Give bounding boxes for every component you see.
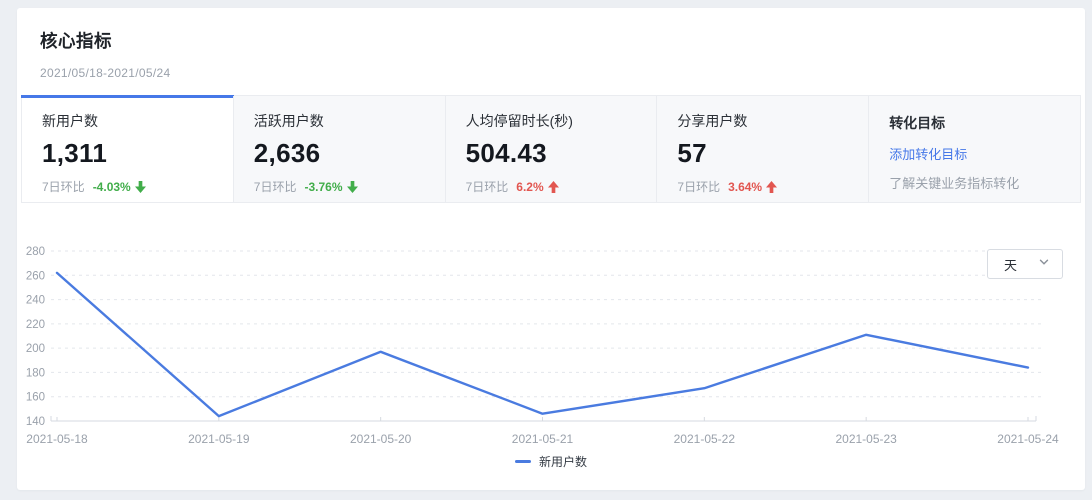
period-selected-value: 天 — [1004, 257, 1018, 273]
metric-value: 504.43 — [465, 138, 547, 168]
date-range: 2021/05/18-2021/05/24 — [40, 66, 171, 80]
period-select[interactable]: 天 — [987, 249, 1063, 279]
metric-value: 57 — [677, 138, 707, 168]
metric-change: 7日环比 -3.76% — [254, 178, 425, 195]
svg-text:2021-05-21: 2021-05-21 — [512, 432, 574, 446]
svg-text:2021-05-23: 2021-05-23 — [835, 432, 897, 446]
change-percent: 3.64% — [728, 179, 763, 194]
goal-title: 转化目标 — [889, 115, 946, 131]
add-conversion-goal-link[interactable]: 添加转化目标 — [889, 147, 968, 162]
metric-value: 2,636 — [253, 138, 321, 168]
metric-change: 7日环比 3.64% — [677, 178, 848, 195]
metric-label: 人均停留时长(秒) — [465, 113, 573, 129]
core-metrics-panel: 核心指标 2021/05/18-2021/05/24 新用户数 1,311 7日… — [17, 8, 1085, 490]
change-percent: -3.76% — [304, 179, 343, 194]
metric-card-new-users[interactable]: 新用户数 1,311 7日环比 -4.03% — [21, 95, 234, 202]
svg-text:280: 280 — [26, 246, 45, 258]
trend-down-icon — [346, 180, 358, 193]
svg-text:2021-05-20: 2021-05-20 — [350, 432, 412, 446]
svg-text:240: 240 — [26, 295, 45, 307]
metric-change: 7日环比 6.2% — [466, 178, 637, 195]
change-percent: -4.03% — [92, 179, 131, 194]
metric-card-avg-stay-duration[interactable]: 人均停留时长(秒) 504.43 7日环比 6.2% — [444, 96, 657, 202]
metric-card-active-users[interactable]: 活跃用户数 2,636 7日环比 -3.76% — [232, 96, 445, 202]
legend-item-new-users[interactable]: 新用户数 — [21, 453, 1081, 470]
goal-hint: 了解关键业务指标转化 — [889, 176, 1020, 191]
svg-text:200: 200 — [26, 343, 45, 355]
trend-up-icon — [766, 180, 778, 193]
svg-text:260: 260 — [26, 270, 45, 282]
metric-cards-row: 新用户数 1,311 7日环比 -4.03% 活跃用户数 2,636 7日环比 … — [21, 95, 1081, 203]
svg-text:2021-05-18: 2021-05-18 — [26, 432, 88, 446]
chevron-down-icon — [1038, 255, 1050, 273]
compare-label: 7日环比 — [465, 180, 509, 194]
panel-header: 核心指标 2021/05/18-2021/05/24 — [17, 28, 1085, 80]
legend-line-marker — [514, 460, 531, 463]
page-title: 核心指标 — [40, 31, 112, 51]
metric-label: 活跃用户数 — [253, 113, 324, 129]
metric-value: 1,311 — [42, 138, 108, 168]
change-percent: 6.2% — [516, 179, 544, 194]
metric-change: 7日环比 -4.03% — [42, 178, 213, 195]
svg-text:180: 180 — [26, 367, 45, 379]
compare-label: 7日环比 — [42, 180, 85, 194]
line-chart[interactable]: 280 260 240 220 200 180 160 140 2021-05-18 2021-0… — [21, 243, 1081, 451]
svg-text:2021-05-24: 2021-05-24 — [997, 432, 1059, 446]
legend-label: 新用户数 — [538, 455, 587, 469]
chart-section: 天 280 260 240 220 200 180 160 140 2021-05-18 2021… — [17, 243, 1085, 470]
compare-label: 7日环比 — [677, 180, 721, 194]
trend-up-icon — [547, 180, 559, 193]
metric-label: 新用户数 — [42, 113, 98, 129]
conversion-goal-card: 转化目标 添加转化目标 了解关键业务指标转化 — [868, 96, 1080, 202]
metric-label: 分享用户数 — [677, 113, 748, 129]
svg-text:220: 220 — [26, 319, 45, 331]
svg-text:2021-05-22: 2021-05-22 — [674, 432, 736, 446]
compare-label: 7日环比 — [253, 180, 297, 194]
svg-text:160: 160 — [26, 392, 45, 404]
svg-text:140: 140 — [26, 416, 45, 428]
metric-card-share-users[interactable]: 分享用户数 57 7日环比 3.64% — [656, 96, 869, 202]
trend-down-icon — [134, 180, 146, 193]
svg-text:2021-05-19: 2021-05-19 — [188, 432, 250, 446]
